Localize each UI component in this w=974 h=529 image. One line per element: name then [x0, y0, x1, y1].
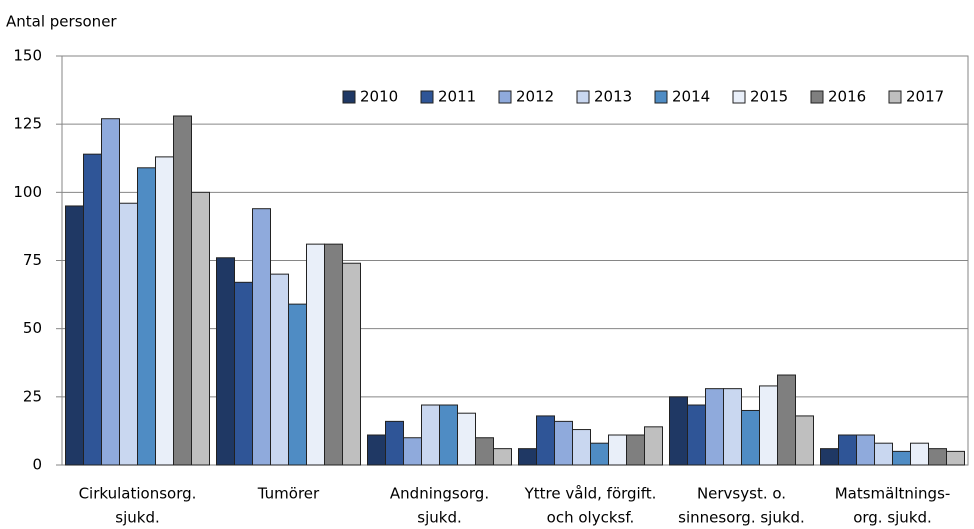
- legend-label: 2014: [672, 88, 710, 106]
- bar: [644, 426, 663, 466]
- x-tick-label: sinnesorg. sjukd.: [678, 509, 805, 527]
- y-tick-label: 50: [23, 319, 42, 337]
- bar: [191, 191, 210, 466]
- bar: [493, 448, 512, 466]
- bar: [173, 115, 192, 466]
- x-tick-label: och olycksf.: [547, 509, 635, 527]
- bar: [439, 404, 458, 466]
- legend-swatch: [810, 90, 824, 104]
- legend-label: 2016: [828, 88, 866, 106]
- bar: [65, 205, 84, 466]
- legend-label: 2011: [438, 88, 476, 106]
- bar: [946, 450, 965, 466]
- bar: [928, 448, 947, 466]
- legend-swatch: [576, 90, 590, 104]
- x-tick-label: Nervsyst. o.: [697, 485, 786, 503]
- bar: [518, 448, 537, 466]
- bar: [590, 442, 609, 466]
- x-tick-label: Tumörer: [257, 485, 320, 503]
- bar: [777, 374, 796, 466]
- bar: [795, 415, 814, 466]
- bar: [536, 415, 555, 466]
- y-axis-label: Antal personer: [6, 13, 117, 31]
- y-tick-label: 100: [13, 183, 42, 201]
- bar: [910, 442, 929, 466]
- x-tick-label: org. sjukd.: [853, 509, 932, 527]
- bar: [892, 450, 911, 466]
- bar: [608, 434, 627, 466]
- legend-swatch: [732, 90, 746, 104]
- bar: [403, 437, 422, 466]
- plot-border: [61, 55, 969, 466]
- y-tick-label: 25: [23, 387, 42, 405]
- bar: [421, 404, 440, 466]
- y-tick-label: 150: [13, 47, 42, 65]
- bar: [741, 409, 760, 466]
- bar: [687, 404, 706, 466]
- legend-swatch: [654, 90, 668, 104]
- x-tick-label: Yttre våld, förgift.: [524, 485, 657, 503]
- bar: [119, 202, 138, 466]
- bar: [626, 434, 645, 466]
- bar: [820, 448, 839, 466]
- bar: [324, 243, 343, 466]
- bar: [572, 429, 591, 466]
- bar: [669, 396, 688, 466]
- legend-swatch: [888, 90, 902, 104]
- legend-swatch: [498, 90, 512, 104]
- legend-label: 2015: [750, 88, 788, 106]
- bar: [705, 388, 724, 466]
- bar: [385, 420, 404, 466]
- bar: [216, 257, 235, 466]
- y-tick-label: 0: [32, 456, 42, 474]
- legend-label: 2013: [594, 88, 632, 106]
- bar: [306, 243, 325, 466]
- legend-label: 2012: [516, 88, 554, 106]
- bar: [838, 434, 857, 466]
- bar: [234, 281, 253, 466]
- x-tick-label: Matsmältnings-: [835, 485, 951, 503]
- bar: [874, 442, 893, 466]
- x-tick-label: sjukd.: [115, 509, 159, 527]
- x-tick-label: sjukd.: [417, 509, 461, 527]
- legend-label: 2017: [906, 88, 944, 106]
- bar: [475, 437, 494, 466]
- bar: [252, 208, 271, 466]
- bar: [759, 385, 778, 466]
- y-tick-label: 75: [23, 251, 42, 269]
- bar: [856, 434, 875, 466]
- legend-swatch: [420, 90, 434, 104]
- bar: [288, 303, 307, 466]
- x-tick-label: Cirkulationsorg.: [79, 485, 197, 503]
- legend-swatch: [342, 90, 356, 104]
- bar: [342, 262, 361, 466]
- y-tick-label: 125: [13, 115, 42, 133]
- bar: [270, 273, 289, 466]
- bar: [155, 156, 174, 466]
- bar: [723, 388, 742, 466]
- x-tick-label: Andningsorg.: [390, 485, 489, 503]
- bar: [554, 420, 573, 466]
- bar: [137, 167, 156, 466]
- bar: [367, 434, 386, 466]
- bar: [101, 118, 120, 466]
- bar: [83, 153, 102, 466]
- legend-label: 2010: [360, 88, 398, 106]
- bar: [457, 412, 476, 466]
